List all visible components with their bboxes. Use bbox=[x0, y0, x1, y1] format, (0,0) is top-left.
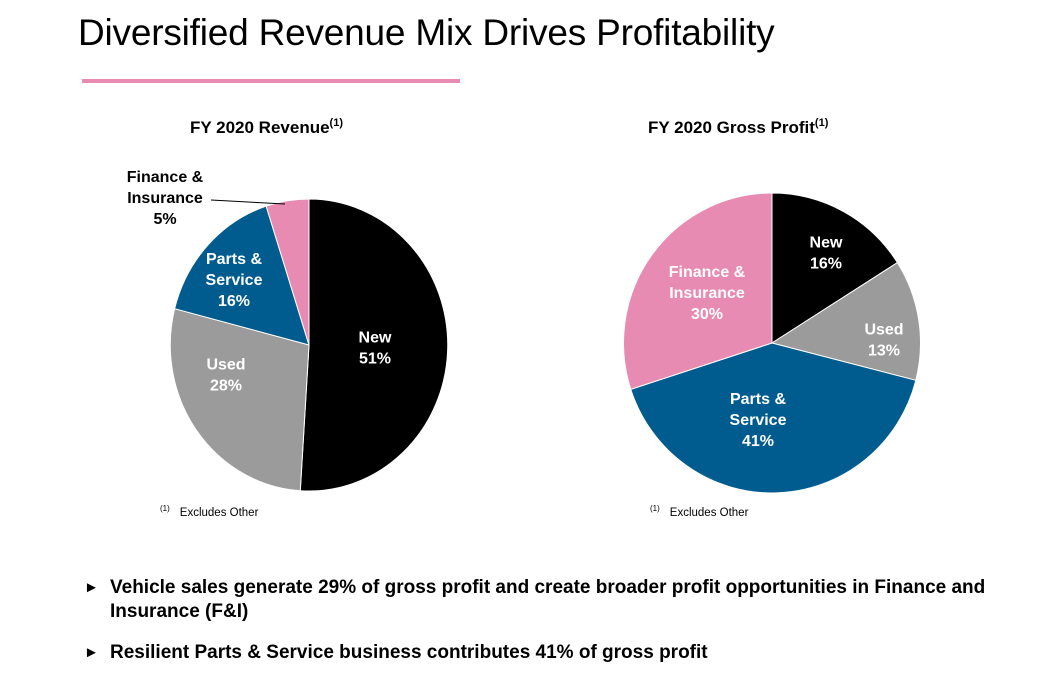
gross-profit-chart-title-footnote-marker: (1) bbox=[814, 117, 829, 129]
gross-profit-slice-used bbox=[770, 261, 921, 381]
revenue-slice-parts-service bbox=[174, 205, 310, 346]
gross-profit-pie-chart: New 16% Used 13% Parts & Service 41% Finance & I… bbox=[623, 192, 921, 494]
bullet-text: Vehicle sales generate 29% of gross prof… bbox=[110, 577, 986, 622]
bullet-arrow-icon: ► bbox=[84, 579, 99, 596]
revenue-label-parts-service: Parts & Service 16% bbox=[206, 251, 263, 310]
revenue-chart-title-footnote-marker: (1) bbox=[329, 117, 343, 129]
gross-profit-slice-finance-insurance bbox=[623, 192, 773, 390]
gross-profit-label-parts-service: Parts & Service 41% bbox=[730, 391, 787, 450]
bullet-item: ► Vehicle sales generate 29% of gross pr… bbox=[84, 576, 1014, 624]
revenue-label-finance-insurance: Finance & Insurance 5% bbox=[127, 169, 204, 228]
gross-profit-label-used: Used 13% bbox=[864, 322, 903, 360]
revenue-chart-title-text: FY 2020 Revenue bbox=[190, 118, 330, 137]
bullet-item: ► Resilient Parts & Service business con… bbox=[84, 641, 1014, 665]
revenue-footnote-marker: (1) bbox=[160, 504, 170, 513]
revenue-chart-title: FY 2020 Revenue(1) bbox=[190, 117, 343, 138]
revenue-label-new: New 51% bbox=[359, 330, 392, 368]
gross-profit-label-new: New 16% bbox=[810, 235, 843, 273]
gross-profit-footnote-text: Excludes Other bbox=[669, 507, 749, 519]
label-leader-line bbox=[210, 199, 286, 205]
gross-profit-chart-title-text: FY 2020 Gross Profit bbox=[648, 118, 815, 137]
gross-profit-slice-parts-service bbox=[630, 342, 917, 494]
gross-profit-slice-new bbox=[771, 192, 899, 344]
page-title: Diversified Revenue Mix Drives Profitabi… bbox=[78, 12, 775, 53]
revenue-label-used: Used 28% bbox=[206, 357, 245, 395]
title-underline bbox=[82, 79, 460, 83]
revenue-slice-new bbox=[299, 198, 449, 492]
revenue-slice-finance-insurance bbox=[265, 198, 310, 346]
revenue-footnote-text: Excludes Other bbox=[179, 507, 259, 519]
gross-profit-footnote: (1) Excludes Other bbox=[650, 504, 748, 519]
bullet-text: Resilient Parts & Service business contr… bbox=[110, 642, 708, 663]
gross-profit-label-finance-insurance: Finance & Insurance 30% bbox=[669, 264, 746, 323]
bullet-arrow-icon: ► bbox=[84, 644, 99, 661]
pie-charts-canvas: New 51%Used 28%Parts & Service 16%Finance & I… bbox=[127, 169, 921, 494]
revenue-slice-used bbox=[169, 308, 310, 492]
revenue-pie-chart: New 51% Used 28% Parts & Service 16%Finance & I… bbox=[127, 169, 449, 492]
gross-profit-chart-title: FY 2020 Gross Profit(1) bbox=[648, 117, 828, 138]
gross-profit-footnote-marker: (1) bbox=[650, 504, 660, 513]
revenue-footnote: (1) Excludes Other bbox=[160, 504, 258, 519]
